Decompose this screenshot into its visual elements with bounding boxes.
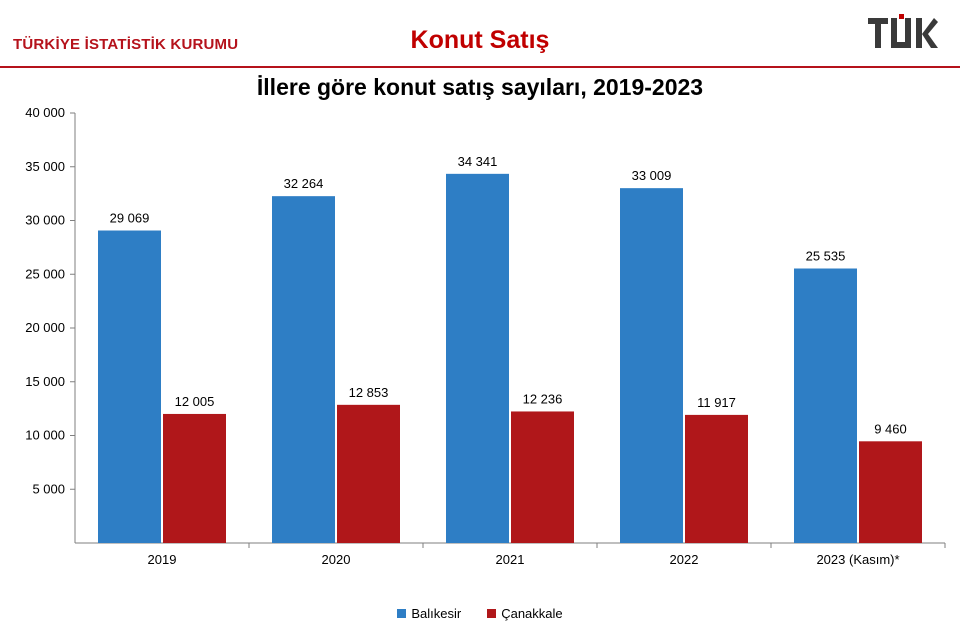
bar-canakkale <box>337 404 400 543</box>
header-rule <box>0 66 960 68</box>
y-tick-label: 30 000 <box>25 213 65 228</box>
x-tick-label: 2020 <box>322 552 351 567</box>
header: TÜRKİYE İSTATİSTİK KURUMU Konut Satış <box>0 0 960 70</box>
data-label: 12 853 <box>349 385 389 400</box>
x-tick-label: 2023 (Kasım)* <box>816 552 899 567</box>
bar-canakkale <box>511 411 574 543</box>
data-label: 33 009 <box>632 168 672 183</box>
y-tick-label: 10 000 <box>25 428 65 443</box>
bar-canakkale <box>163 413 226 543</box>
legend-label: Çanakkale <box>501 606 563 621</box>
data-label: 25 535 <box>806 248 846 263</box>
x-tick-label: 2019 <box>148 552 177 567</box>
y-tick-label: 40 000 <box>25 105 65 120</box>
bar-balikesir <box>794 268 857 543</box>
data-label: 12 236 <box>523 391 563 406</box>
bar-balikesir <box>98 230 161 544</box>
legend-item-balikesir: Balıkesir <box>397 606 461 621</box>
org-name: TÜRKİYE İSTATİSTİK KURUMU <box>13 36 239 53</box>
y-tick-label: 25 000 <box>25 266 65 281</box>
data-label: 32 264 <box>284 176 324 191</box>
legend-swatch <box>397 609 407 618</box>
y-tick-label: 5 000 <box>32 481 65 496</box>
data-label: 11 917 <box>697 395 736 410</box>
x-tick-label: 2022 <box>670 552 699 567</box>
legend-label: Balıkesir <box>411 606 462 621</box>
y-tick-label: 15 000 <box>25 374 65 389</box>
y-tick-label: 20 000 <box>25 320 65 335</box>
bar-canakkale <box>685 414 748 543</box>
legend-item-canakkale: Çanakkale <box>487 606 563 621</box>
bar-canakkale <box>859 441 922 543</box>
data-label: 9 460 <box>874 421 907 436</box>
data-label: 12 005 <box>175 394 215 409</box>
bar-balikesir <box>272 196 335 544</box>
data-label: 34 341 <box>458 154 498 169</box>
y-tick-label: 35 000 <box>25 159 65 174</box>
chart-title: İllere göre konut satış sayıları, 2019-2… <box>256 74 704 100</box>
bar-balikesir <box>446 173 509 544</box>
x-tick-label: 2021 <box>496 552 525 567</box>
data-label: 29 069 <box>110 211 150 226</box>
tuik-logo <box>868 14 938 48</box>
page-title: Konut Satış <box>410 26 550 54</box>
legend-swatch <box>487 609 497 618</box>
legend: Balıkesir Çanakkale <box>0 606 960 621</box>
bar-balikesir <box>620 188 683 543</box>
